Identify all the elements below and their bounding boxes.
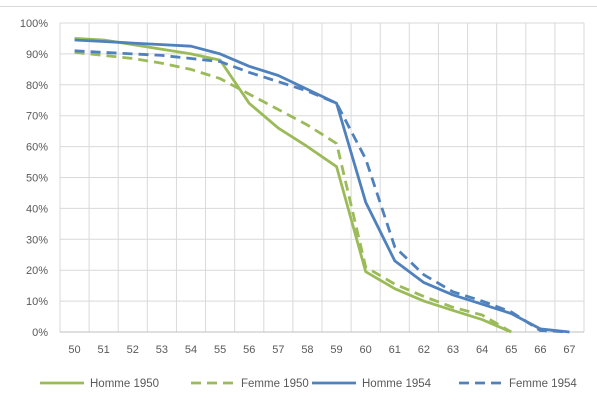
legend-label: Homme 1950 xyxy=(90,378,159,390)
y-tick-label: 100% xyxy=(20,18,48,30)
y-tick-label: 0% xyxy=(32,327,48,339)
y-axis-tick-labels: 0% 10% 20% 30% 40% 50% 60% 70% 80% 90% 100% xyxy=(20,18,48,339)
x-tick-label: 66 xyxy=(534,344,546,356)
legend-label: Femme 1954 xyxy=(509,378,577,390)
x-tick-label: 56 xyxy=(243,344,255,356)
x-tick-label: 61 xyxy=(389,344,401,356)
x-tick-label: 51 xyxy=(98,344,110,356)
x-tick-label: 60 xyxy=(360,344,372,356)
series-line xyxy=(74,49,570,334)
x-tick-label: 55 xyxy=(214,344,226,356)
y-tick-label: 60% xyxy=(26,142,48,154)
x-tick-label: 59 xyxy=(330,344,342,356)
x-tick-label: 62 xyxy=(418,344,430,356)
y-tick-label: 30% xyxy=(26,234,48,246)
x-tick-label: 64 xyxy=(476,344,488,356)
legend-label: Femme 1950 xyxy=(241,378,309,390)
y-tick-label: 20% xyxy=(26,265,48,277)
x-tick-label: 57 xyxy=(272,344,284,356)
x-tick-label: 63 xyxy=(447,344,459,356)
y-tick-label: 70% xyxy=(26,111,48,123)
y-tick-label: 90% xyxy=(26,49,48,61)
x-tick-label: 53 xyxy=(156,344,168,356)
y-tick-label: 80% xyxy=(26,80,48,92)
gridlines xyxy=(59,22,585,333)
x-tick-label: 67 xyxy=(563,344,575,356)
x-tick-label: 52 xyxy=(127,344,139,356)
x-tick-label: 54 xyxy=(185,344,197,356)
series-lines xyxy=(74,37,570,334)
series-line xyxy=(74,37,512,334)
x-tick-label: 65 xyxy=(505,344,517,356)
legend: Homme 1950 Femme 1950 Homme 1954 Femme 1954 xyxy=(40,378,577,390)
x-tick-label: 50 xyxy=(68,344,80,356)
x-axis-tick-labels: 50 51 52 53 54 55 56 57 58 59 60 61 62 63 64 65 66 67 xyxy=(68,344,575,356)
legend-label: Homme 1954 xyxy=(362,378,432,390)
y-tick-label: 10% xyxy=(26,296,48,308)
y-tick-label: 40% xyxy=(26,203,48,215)
series-line xyxy=(74,38,570,334)
series-line xyxy=(74,51,512,334)
x-tick-label: 58 xyxy=(301,344,313,356)
y-tick-label: 50% xyxy=(26,173,48,185)
chart-top-strip xyxy=(0,0,597,7)
